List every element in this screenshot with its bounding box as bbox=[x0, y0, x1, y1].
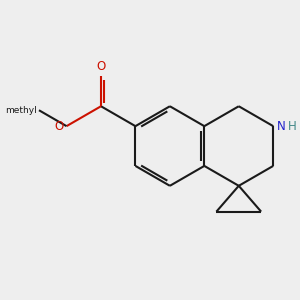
Text: methyl: methyl bbox=[5, 106, 37, 115]
Text: H: H bbox=[288, 120, 297, 133]
Text: O: O bbox=[54, 120, 63, 133]
Text: N: N bbox=[276, 120, 285, 133]
Text: O: O bbox=[96, 60, 106, 73]
